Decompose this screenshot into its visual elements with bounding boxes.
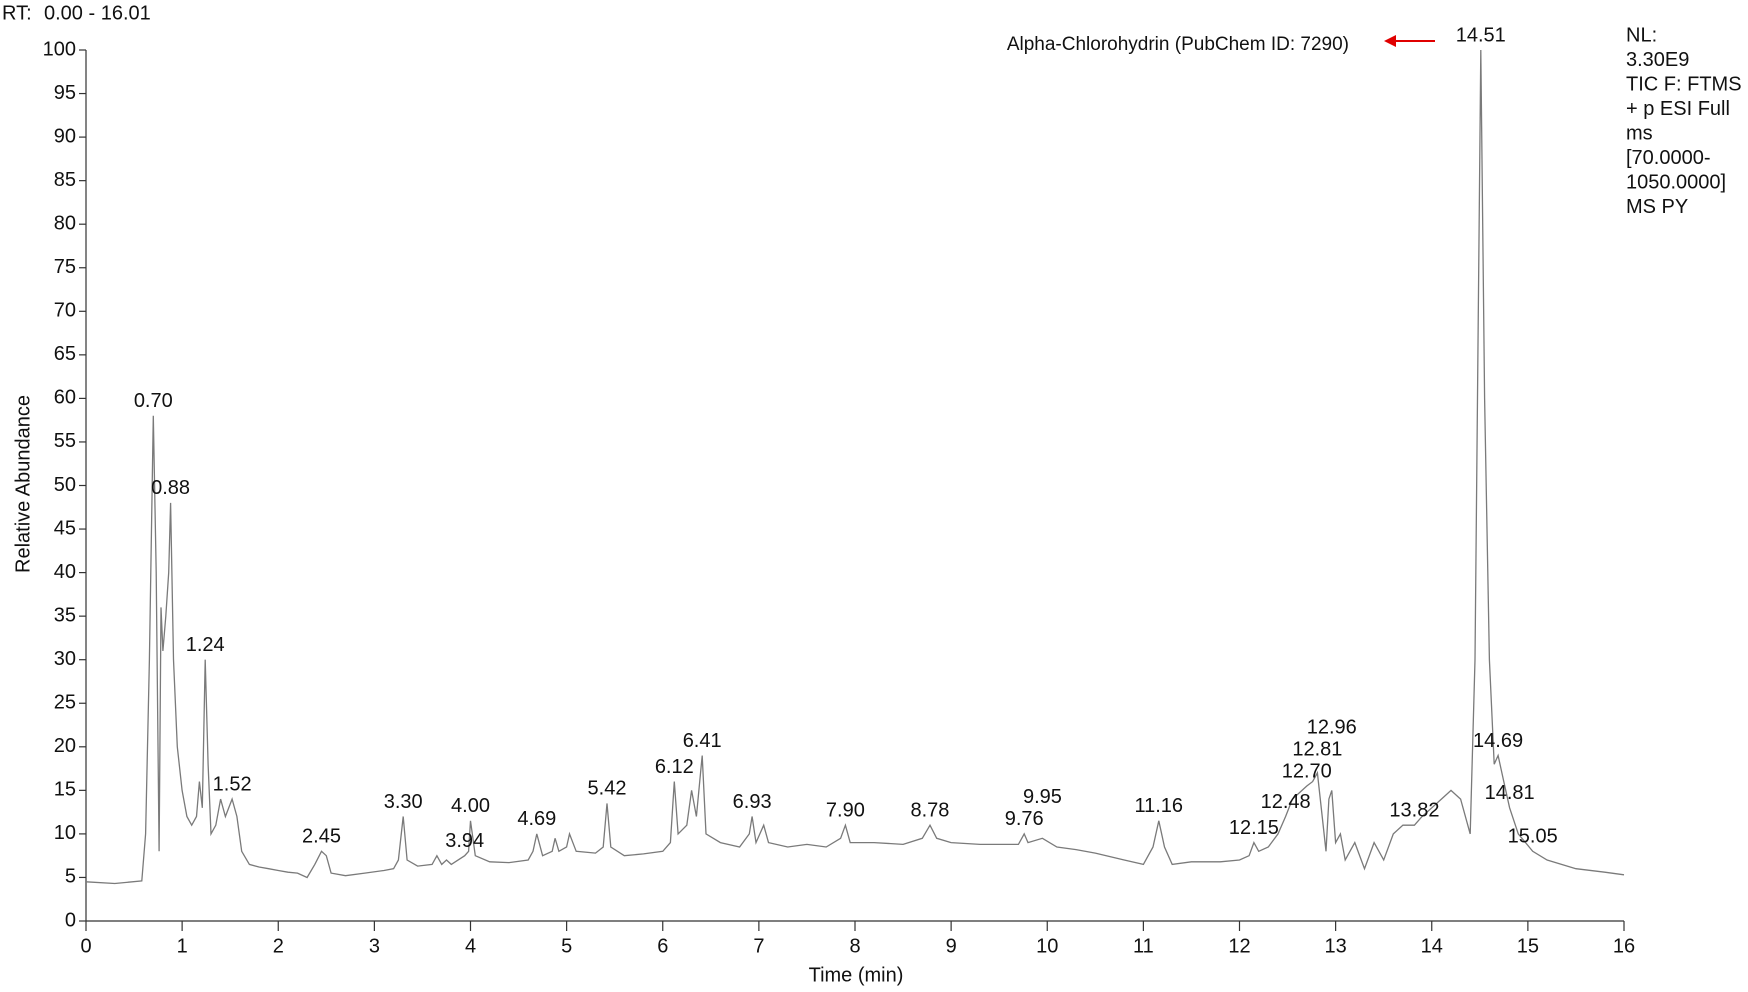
info-line: 3.30E9 bbox=[1626, 49, 1689, 71]
y-tick-label: 15 bbox=[54, 779, 76, 801]
peak-label: 15.05 bbox=[1508, 826, 1558, 848]
x-tick-label: 7 bbox=[753, 935, 764, 957]
peak-label: 12.48 bbox=[1261, 791, 1311, 813]
x-tick-label: 2 bbox=[273, 935, 284, 957]
peak-label: 12.70 bbox=[1282, 760, 1332, 782]
y-tick-label: 80 bbox=[54, 212, 76, 234]
info-line: TIC F: FTMS bbox=[1626, 73, 1742, 95]
info-line: ms bbox=[1626, 122, 1653, 144]
peak-label: 0.88 bbox=[151, 477, 190, 499]
peak-label: 14.81 bbox=[1485, 782, 1535, 804]
peak-label: 5.42 bbox=[588, 778, 627, 800]
y-tick-label: 95 bbox=[54, 82, 76, 104]
peak-label: 8.78 bbox=[911, 799, 950, 821]
annotation-arrowhead bbox=[1384, 35, 1396, 47]
peak-label: 2.45 bbox=[302, 826, 341, 848]
info-line: NL: bbox=[1626, 24, 1657, 46]
y-tick-label: 40 bbox=[54, 561, 76, 583]
peak-label: 4.00 bbox=[451, 795, 490, 817]
x-tick-label: 3 bbox=[369, 935, 380, 957]
x-tick-label: 13 bbox=[1325, 935, 1347, 957]
y-tick-label: 70 bbox=[54, 300, 76, 322]
y-tick-label: 25 bbox=[54, 692, 76, 714]
y-tick-label: 30 bbox=[54, 648, 76, 670]
peak-label: 6.41 bbox=[683, 730, 722, 752]
y-tick-label: 90 bbox=[54, 125, 76, 147]
x-tick-label: 6 bbox=[657, 935, 668, 957]
x-tick-label: 16 bbox=[1613, 935, 1635, 957]
x-tick-label: 12 bbox=[1228, 935, 1250, 957]
y-tick-label: 60 bbox=[54, 387, 76, 409]
peak-label: 3.30 bbox=[384, 791, 423, 813]
peak-label: 1.52 bbox=[213, 773, 252, 795]
y-tick-label: 50 bbox=[54, 474, 76, 496]
info-line: 1050.0000] bbox=[1626, 171, 1726, 193]
y-tick-label: 0 bbox=[65, 909, 76, 931]
x-tick-label: 0 bbox=[80, 935, 91, 957]
peak-label: 4.69 bbox=[517, 808, 556, 830]
y-tick-label: 10 bbox=[54, 822, 76, 844]
peak-label: 6.12 bbox=[655, 756, 694, 778]
y-tick-label: 85 bbox=[54, 169, 76, 191]
x-tick-label: 1 bbox=[177, 935, 188, 957]
peak-label: 6.93 bbox=[733, 791, 772, 813]
peak-label: 3.94 bbox=[445, 830, 484, 852]
y-tick-label: 45 bbox=[54, 517, 76, 539]
y-tick-label: 5 bbox=[65, 866, 76, 888]
rt-range: 0.00 - 16.01 bbox=[44, 2, 151, 24]
x-tick-label: 4 bbox=[465, 935, 476, 957]
y-tick-label: 55 bbox=[54, 430, 76, 452]
y-tick-label: 100 bbox=[43, 38, 76, 60]
y-tick-label: 20 bbox=[54, 735, 76, 757]
x-tick-label: 15 bbox=[1517, 935, 1539, 957]
x-tick-label: 11 bbox=[1133, 935, 1154, 957]
y-axis-label: Relative Abundance bbox=[12, 395, 34, 573]
peak-label: 14.69 bbox=[1473, 730, 1523, 752]
rt-label: RT: bbox=[2, 2, 32, 24]
x-tick-label: 8 bbox=[849, 935, 860, 957]
x-tick-label: 5 bbox=[561, 935, 572, 957]
x-axis-label: Time (min) bbox=[809, 964, 904, 986]
peak-label: 12.15 bbox=[1229, 817, 1279, 839]
peak-label: 1.24 bbox=[186, 634, 225, 656]
peak-label: 0.70 bbox=[134, 390, 173, 412]
peak-label: 9.95 bbox=[1023, 786, 1062, 808]
x-tick-label: 9 bbox=[946, 935, 957, 957]
info-line: + p ESI Full bbox=[1626, 98, 1730, 120]
y-tick-label: 35 bbox=[54, 604, 76, 626]
peak-label: 12.96 bbox=[1307, 716, 1357, 738]
trace bbox=[85, 49, 1625, 885]
y-tick-label: 65 bbox=[54, 343, 76, 365]
x-tick-label: 10 bbox=[1036, 935, 1058, 957]
peak-label: 12.81 bbox=[1292, 738, 1342, 760]
annotation: Alpha-Chlorohydrin (PubChem ID: 7290) bbox=[1007, 34, 1349, 55]
y-tick-label: 75 bbox=[54, 256, 76, 278]
info-line: [70.0000- bbox=[1626, 147, 1711, 169]
peak-label: 13.82 bbox=[1389, 799, 1439, 821]
peak-label: 9.76 bbox=[1005, 808, 1044, 830]
peak-label: 14.51 bbox=[1456, 24, 1506, 46]
peak-label: 7.90 bbox=[826, 799, 865, 821]
info-line: MS PY bbox=[1626, 196, 1688, 218]
x-tick-label: 14 bbox=[1421, 935, 1443, 957]
peak-label: 11.16 bbox=[1134, 795, 1183, 817]
